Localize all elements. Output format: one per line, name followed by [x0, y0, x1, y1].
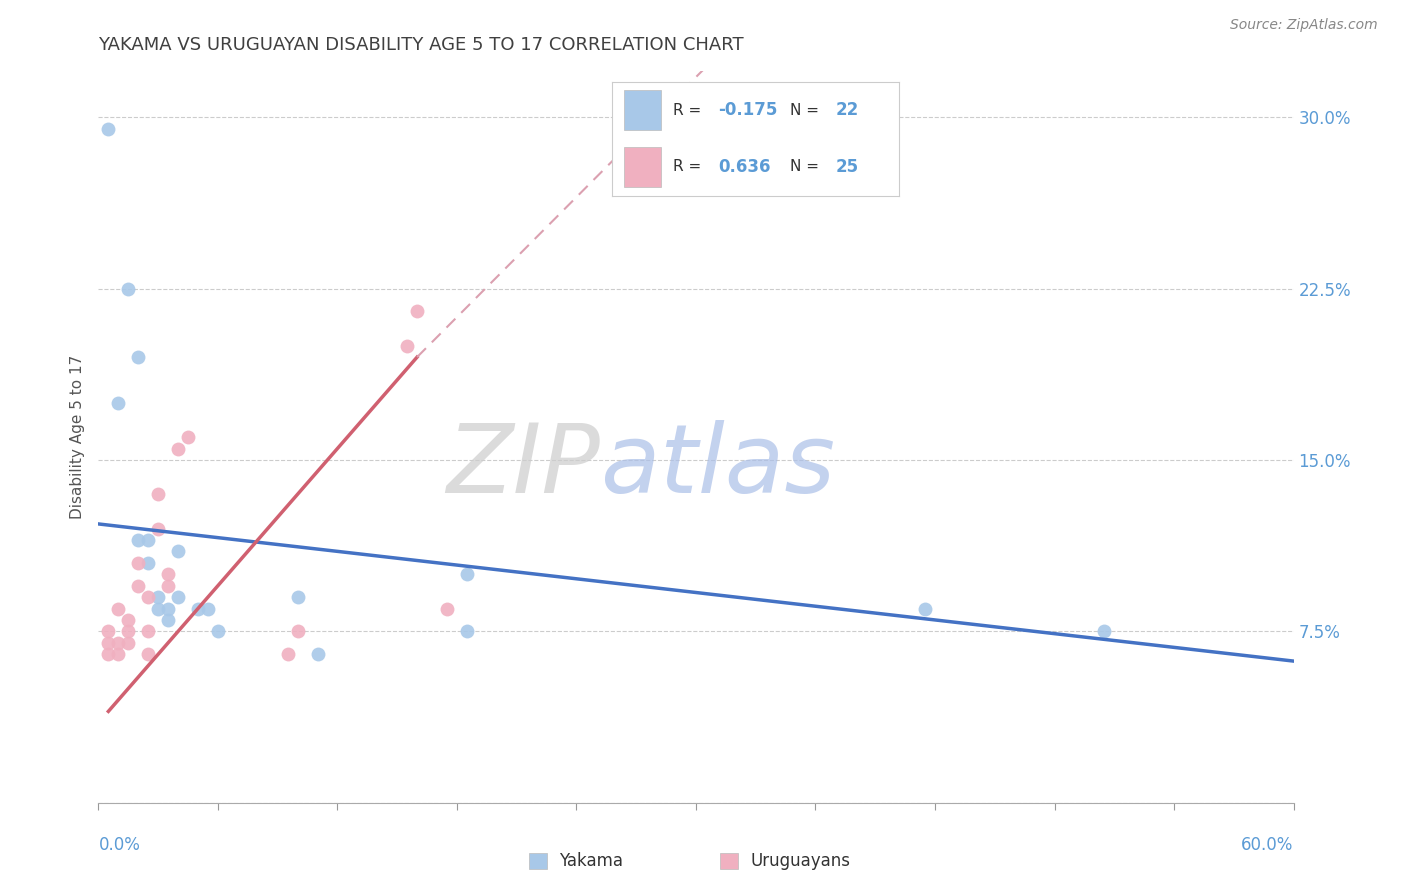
Point: [107, 636, 129, 650]
Point: [436, 601, 458, 615]
Point: [136, 590, 159, 604]
Point: [307, 647, 329, 661]
Point: [136, 533, 159, 547]
Point: [456, 624, 478, 639]
Point: [406, 304, 429, 318]
Text: ZIP: ZIP: [447, 420, 600, 513]
Point: [127, 533, 149, 547]
Point: [136, 556, 159, 570]
Point: [148, 590, 170, 604]
Point: [107, 601, 129, 615]
Point: [197, 601, 219, 615]
Point: [127, 579, 149, 593]
Point: [117, 624, 139, 639]
Point: [97, 647, 120, 661]
Point: [97, 121, 120, 136]
Point: [136, 647, 159, 661]
Point: [157, 567, 180, 582]
Point: [1092, 624, 1115, 639]
Point: [127, 350, 149, 364]
Point: [167, 544, 190, 558]
Point: [177, 430, 200, 444]
Point: [277, 647, 299, 661]
Text: Source: ZipAtlas.com: Source: ZipAtlas.com: [1230, 18, 1378, 32]
Point: [97, 636, 120, 650]
Point: [107, 396, 129, 410]
Text: 0.0%: 0.0%: [98, 836, 141, 854]
Point: [148, 521, 170, 535]
FancyBboxPatch shape: [720, 853, 738, 869]
Point: [117, 636, 139, 650]
Point: [167, 590, 190, 604]
Text: Yakama: Yakama: [560, 852, 623, 870]
Text: Uruguayans: Uruguayans: [751, 852, 851, 870]
Point: [107, 647, 129, 661]
Point: [287, 624, 309, 639]
Point: [456, 567, 478, 582]
Point: [187, 601, 209, 615]
Y-axis label: Disability Age 5 to 17: Disability Age 5 to 17: [70, 355, 86, 519]
Point: [157, 601, 180, 615]
Point: [157, 613, 180, 627]
Point: [127, 556, 149, 570]
Text: 60.0%: 60.0%: [1241, 836, 1294, 854]
FancyBboxPatch shape: [529, 853, 547, 869]
Point: [157, 579, 180, 593]
Point: [148, 487, 170, 501]
Point: [287, 590, 309, 604]
Point: [167, 442, 190, 456]
Text: atlas: atlas: [600, 420, 835, 513]
Point: [207, 624, 229, 639]
Point: [97, 624, 120, 639]
Point: [914, 601, 936, 615]
Point: [396, 338, 419, 352]
Point: [148, 601, 170, 615]
Point: [117, 613, 139, 627]
Point: [117, 281, 139, 295]
Text: YAKAMA VS URUGUAYAN DISABILITY AGE 5 TO 17 CORRELATION CHART: YAKAMA VS URUGUAYAN DISABILITY AGE 5 TO …: [98, 36, 744, 54]
Point: [136, 624, 159, 639]
